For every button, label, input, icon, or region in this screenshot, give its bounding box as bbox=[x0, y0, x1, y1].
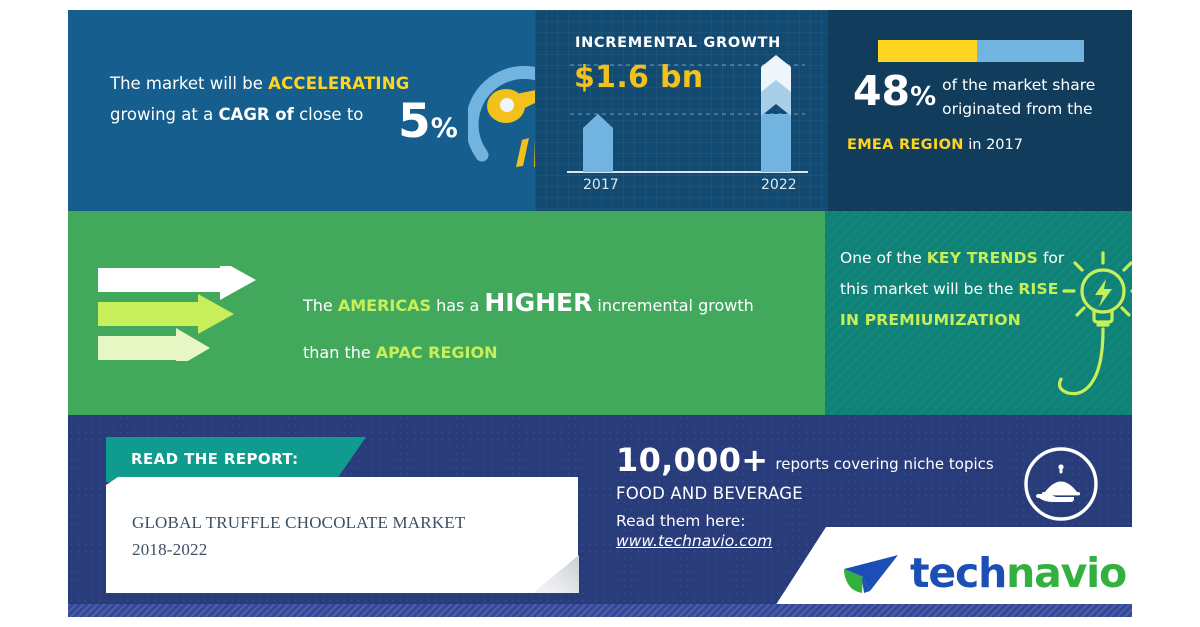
technavio-url-link[interactable]: www.technavio.com bbox=[616, 532, 773, 550]
cagr-bold-label: CAGR of bbox=[218, 105, 294, 124]
americas-statement: The AMERICAS has a HIGHER incremental gr… bbox=[303, 279, 783, 376]
middle-row: The AMERICAS has a HIGHER incremental gr… bbox=[68, 211, 1132, 415]
paper-plane-icon bbox=[844, 555, 898, 593]
technavio-logo: technavio bbox=[838, 543, 1128, 601]
logo-plate bbox=[768, 527, 1132, 617]
market-share-percent-group: 48% bbox=[853, 70, 936, 118]
americas-panel: The AMERICAS has a HIGHER incremental gr… bbox=[68, 211, 825, 415]
market-share-description: of the market share originated from the bbox=[942, 73, 1102, 121]
market-share-percent: 48 bbox=[853, 67, 911, 115]
market-share-percent-symbol: % bbox=[910, 82, 937, 112]
top-row: The market will be ACCELERATING growing … bbox=[68, 10, 1132, 211]
three-arrows-icon bbox=[98, 266, 256, 361]
americas-line2-prefix: than the bbox=[303, 343, 376, 362]
footer-row: READ THE REPORT: GLOBAL TRUFFLE CHOCOLAT… bbox=[68, 415, 1132, 617]
americas-line1-suffix: incremental growth bbox=[592, 296, 754, 315]
growth-value: $1.6 bn bbox=[574, 60, 704, 95]
market-share-region-line: EMEA REGION in 2017 bbox=[847, 137, 1023, 153]
growth-axis-label-2022: 2022 bbox=[761, 177, 797, 193]
incremental-growth-panel: INCREMENTAL GROWTH $1.6 bn 2017 2022 bbox=[535, 10, 828, 211]
cagr-value-group: 5% bbox=[398, 98, 458, 152]
cagr-value: 5 bbox=[398, 94, 431, 149]
americas-line1-mid: has a bbox=[431, 296, 485, 315]
market-share-line2: originated from the bbox=[942, 100, 1093, 118]
report-title: GLOBAL TRUFFLE CHOCOLATE MARKET 2018-202… bbox=[132, 509, 552, 563]
reports-category: FOOD AND BEVERAGE bbox=[616, 484, 803, 503]
logo-text-navio: navio bbox=[1006, 549, 1127, 597]
market-share-region: EMEA REGION bbox=[847, 137, 964, 153]
trends-rise-highlight: RISE bbox=[1018, 280, 1059, 298]
trends-line1-prefix: One of the bbox=[840, 249, 927, 267]
market-share-panel: 48% of the market share originated from th… bbox=[828, 10, 1132, 211]
growth-bar-chart: 2017 2022 bbox=[567, 55, 808, 193]
read-the-report-label: READ THE REPORT: bbox=[131, 450, 299, 468]
cagr-statement: The market will be ACCELERATING growing … bbox=[110, 68, 410, 130]
americas-line1-prefix: The bbox=[303, 296, 338, 315]
trends-key-trends-highlight: KEY TRENDS bbox=[926, 249, 1039, 267]
cloche-hand-icon bbox=[1024, 447, 1098, 521]
cagr-accelerating-highlight: ACCELERATING bbox=[268, 74, 410, 93]
cagr-percent-symbol: % bbox=[430, 113, 458, 144]
report-title-card: GLOBAL TRUFFLE CHOCOLATE MARKET 2018-202… bbox=[106, 477, 578, 593]
cagr-line2-suffix: close to bbox=[293, 105, 364, 124]
market-share-bar-filled bbox=[878, 40, 977, 62]
trends-line1-suffix: for bbox=[1038, 249, 1065, 267]
infographic-canvas: The market will be ACCELERATING growing … bbox=[68, 10, 1132, 617]
market-share-statement: 48% of the market share originated from th… bbox=[853, 70, 1118, 121]
key-trends-panel: One of the KEY TRENDS for this market wi… bbox=[825, 211, 1132, 415]
market-share-bar-remainder bbox=[976, 40, 1084, 62]
growth-title: INCREMENTAL GROWTH bbox=[575, 35, 781, 51]
reports-stats-block: 10,000+ reports covering niche topics FOO… bbox=[616, 441, 1036, 550]
report-title-line2: 2018-2022 bbox=[132, 540, 208, 559]
americas-higher-word: HIGHER bbox=[484, 288, 593, 317]
trends-line2-prefix: this market will be the bbox=[840, 280, 1019, 298]
cagr-panel: The market will be ACCELERATING growing … bbox=[68, 10, 583, 211]
read-the-report-banner: READ THE REPORT: bbox=[106, 437, 366, 482]
americas-region-highlight: AMERICAS bbox=[337, 296, 431, 315]
cagr-line2-prefix: growing at a bbox=[110, 105, 219, 124]
lightbulb-icon bbox=[1058, 251, 1132, 396]
reports-count: 10,000+ bbox=[616, 441, 769, 479]
trends-premiumization-highlight: IN PREMIUMIZATION bbox=[840, 311, 1021, 329]
key-trends-statement: One of the KEY TRENDS for this market wi… bbox=[840, 243, 1090, 336]
report-title-line1: GLOBAL TRUFFLE CHOCOLATE MARKET bbox=[132, 513, 466, 532]
apac-region-highlight: APAC REGION bbox=[375, 343, 498, 362]
read-them-here-label: Read them here: bbox=[616, 512, 746, 530]
market-share-year: in 2017 bbox=[963, 137, 1023, 153]
reports-caption: reports covering niche topics bbox=[775, 455, 994, 473]
logo-text-tech: tech bbox=[910, 549, 1007, 597]
cagr-line1-prefix: The market will be bbox=[110, 74, 269, 93]
market-share-line1: of the market share bbox=[942, 76, 1096, 94]
market-share-bar bbox=[878, 40, 1084, 62]
reports-count-line: 10,000+ reports covering niche topics bbox=[616, 441, 1036, 479]
technavio-wordmark: technavio bbox=[910, 549, 1127, 597]
footer-stripe bbox=[68, 604, 1132, 617]
growth-axis-label-2017: 2017 bbox=[583, 177, 619, 193]
